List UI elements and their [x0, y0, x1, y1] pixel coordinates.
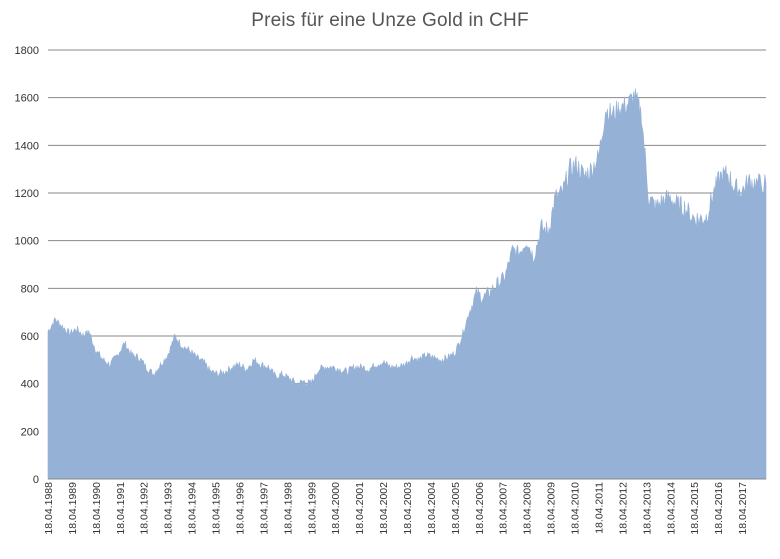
x-tick-label: 18.04.1992 [139, 482, 151, 535]
x-tick-label: 18.04.1990 [91, 482, 103, 535]
x-tick-label: 18.04.1998 [282, 482, 294, 535]
y-tick-label: 1400 [15, 140, 39, 152]
x-tick-label: 18.04.2011 [594, 482, 606, 534]
x-tick-label: 18.04.2015 [689, 482, 701, 535]
price-area-series [47, 88, 767, 480]
x-tick-label: 18.04.2010 [570, 482, 582, 535]
y-tick-label: 600 [21, 331, 39, 343]
x-tick-label: 18.04.1993 [163, 482, 175, 535]
y-axis: 0 200 400 600 800 1000 1200 1400 1600 1800 [15, 45, 39, 486]
x-tick-label: 18.04.2014 [665, 482, 677, 535]
x-tick-label: 18.04.2000 [330, 482, 342, 535]
x-tick-label: 18.04.1995 [211, 482, 223, 535]
x-tick-label: 18.04.1989 [67, 482, 79, 535]
x-tick-label: 18.04.1996 [235, 482, 247, 535]
y-tick-label: 1600 [15, 93, 39, 105]
x-tick-label: 18.04.2008 [522, 482, 534, 535]
y-tick-label: 800 [21, 283, 39, 295]
y-tick-label: 200 [21, 426, 39, 438]
chart-title: Preis für eine Unze Gold in CHF [251, 10, 529, 31]
x-tick-label: 18.04.1994 [187, 482, 199, 535]
x-tick-label: 18.04.1999 [306, 482, 318, 535]
x-tick-label: 18.04.2004 [426, 482, 438, 535]
y-tick-label: 1000 [15, 236, 39, 248]
price-area [47, 88, 767, 480]
x-tick-label: 18.04.2007 [498, 482, 510, 535]
x-tick-label: 18.04.2002 [378, 482, 390, 535]
y-tick-label: 0 [33, 474, 39, 486]
x-tick-label: 18.04.2001 [354, 482, 366, 535]
x-tick-label: 18.04.1997 [258, 482, 270, 535]
x-tick-label: 18.04.2003 [402, 482, 414, 535]
x-axis: 18.04.1988 18.04.1989 18.04.1990 18.04.1991… [43, 482, 749, 535]
x-tick-label: 18.04.1991 [115, 482, 127, 535]
x-tick-label: 18.04.2017 [737, 482, 749, 535]
x-tick-label: 18.04.2005 [450, 482, 462, 535]
y-tick-label: 1200 [15, 188, 39, 200]
x-tick-label: 18.04.2009 [546, 482, 558, 535]
y-tick-label: 400 [21, 379, 39, 391]
x-tick-label: 18.04.2013 [641, 482, 653, 535]
x-tick-label: 18.04.2006 [474, 482, 486, 535]
y-tick-label: 1800 [15, 45, 39, 57]
x-tick-label: 18.04.1988 [43, 482, 55, 535]
x-tick-label: 18.04.2012 [617, 482, 629, 535]
x-tick-label: 18.04.2016 [713, 482, 725, 535]
